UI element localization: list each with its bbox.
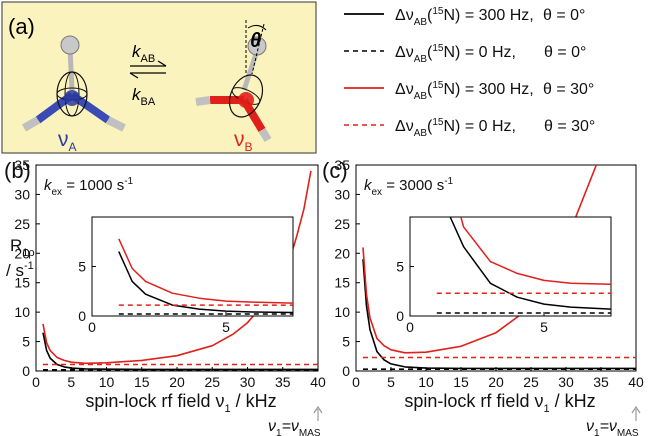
inset-x-tick-label: 0 [406, 319, 414, 335]
panel-label: (b) [4, 158, 31, 183]
x-tick-label: 35 [275, 374, 291, 390]
series-line-1 [362, 259, 636, 370]
kex-annotation: kex = 1000 s-1 [44, 176, 134, 198]
y-tick-label: 35 [334, 157, 350, 173]
y-axis-unit: / s-1 [6, 260, 34, 280]
x-tick-label: 30 [558, 374, 574, 390]
x-tick-label: 20 [169, 374, 185, 390]
panel-b: (b) 0 5 10 15 20 25 30 35 40 0 5 10 15 20 25 30 35 kex = 1… [4, 157, 326, 436]
y-axis-label: R1ρ [10, 236, 35, 259]
legend: ΔνAB(15N) = 300 Hz, θ = 0°ΔνAB(15N) = 0 H… [344, 6, 595, 139]
inset-plot: 0 5 0 5 [396, 216, 612, 335]
series-line-3 [460, 217, 611, 286]
inset-y-tick-label: 5 [78, 259, 86, 275]
legend-theta: θ = 0° [543, 7, 585, 24]
series-line-1 [118, 251, 293, 314]
x-tick-label: 10 [99, 374, 115, 390]
inset-y-tick-label: 0 [78, 308, 86, 324]
mas-marker: ν1=νMAS [268, 405, 323, 436]
series-line-1 [449, 217, 611, 310]
molecule-a: νA [22, 35, 126, 154]
legend-entry-1: ΔνAB(15N) = 300 Hz, θ = 0° [344, 6, 585, 28]
x-tick-label: 5 [387, 374, 395, 390]
mas-arrow-head [313, 405, 323, 414]
inset-x-tick-label: 5 [222, 319, 230, 335]
legend-entry-2: ΔνAB(15N) = 0 Hz, θ = 0° [344, 43, 586, 65]
state-b-label: νB [234, 128, 253, 154]
panel-label: (c) [322, 158, 348, 183]
inset-y-tick-label: 5 [396, 259, 404, 275]
series-line-3 [118, 238, 293, 304]
mas-label: ν1=νMAS [268, 418, 321, 436]
y-tick-label: 0 [22, 363, 30, 379]
y-tick-label: 15 [334, 275, 350, 291]
mas-arrow-head [631, 405, 641, 414]
inset-y-tick-label: 0 [396, 308, 404, 324]
legend-label: ΔνAB(15N) = 0 Hz, [395, 117, 516, 139]
k-ba-label: kBA [132, 85, 156, 108]
state-a-label: νA [58, 128, 77, 154]
x-tick-label: 40 [310, 374, 326, 390]
x-tick-label: 5 [67, 374, 75, 390]
x-tick-label: 20 [488, 374, 504, 390]
y-tick-label: 5 [22, 334, 30, 350]
inset-x-tick-label: 5 [540, 319, 548, 335]
x-tick-label: 15 [453, 374, 469, 390]
y-tick-label: 10 [14, 304, 30, 320]
theta-label: θ [250, 30, 261, 52]
inset-x-tick-label: 0 [88, 319, 96, 335]
y-tick-label: 20 [14, 245, 30, 261]
legend-label: ΔνAB(15N) = 300 Hz, [395, 80, 534, 102]
x-tick-label: 35 [593, 374, 609, 390]
y-tick-label: 25 [14, 216, 30, 232]
mas-marker: ν1=νMAS [586, 405, 641, 436]
legend-entry-4: ΔνAB(15N) = 0 Hz, θ = 30° [344, 117, 595, 139]
y-tick-label: 15 [14, 275, 30, 291]
y-tick-label: 30 [14, 186, 30, 202]
x-tick-label: 25 [523, 374, 539, 390]
legend-theta: θ = 30° [543, 81, 594, 98]
exchange-arrows: kAB kBA [129, 42, 167, 108]
plot-panels: (b) 0 5 10 15 20 25 30 35 40 0 5 10 15 20 25 30 35 kex = 1… [4, 157, 644, 436]
panel-a-background [1, 1, 317, 154]
legend-theta: θ = 0° [544, 44, 586, 61]
y-tick-label: 30 [334, 186, 350, 202]
inset-plot: 0 5 0 5 [78, 216, 294, 335]
x-tick-label: 25 [204, 374, 220, 390]
x-tick-label: 0 [32, 374, 40, 390]
inset-frame [91, 216, 294, 317]
k-ab-label: kAB [132, 42, 155, 65]
y-tick-label: 20 [334, 245, 350, 261]
x-tick-label: 15 [134, 374, 150, 390]
inset-frame [409, 216, 612, 317]
legend-label: ΔνAB(15N) = 0 Hz, [395, 43, 516, 65]
legend-label: ΔνAB(15N) = 300 Hz, [395, 6, 534, 28]
y-tick-label: 10 [334, 304, 350, 320]
x-tick-label: 10 [418, 374, 434, 390]
x-tick-label: 0 [352, 374, 360, 390]
y-tick-label: 35 [14, 157, 30, 173]
legend-theta: θ = 30° [544, 118, 595, 135]
y-tick-label: 25 [334, 216, 350, 232]
x-tick-label: 40 [628, 374, 644, 390]
panel-a: (a) νA kAB kBA [1, 1, 317, 154]
x-axis-label: spin-lock rf field ν1 / kHz [85, 391, 276, 415]
panel-a-label: (a) [8, 14, 35, 39]
molecule-b: θ νB [195, 20, 272, 154]
y-tick-label: 5 [342, 334, 350, 350]
legend-entry-3: ΔνAB(15N) = 300 Hz, θ = 30° [344, 80, 594, 102]
y-tick-label: 0 [342, 363, 350, 379]
mas-label: ν1=νMAS [586, 418, 639, 436]
x-axis-label: spin-lock rf field ν1 / kHz [404, 391, 595, 415]
hydrogen-atom-a [60, 35, 80, 55]
x-tick-label: 30 [240, 374, 256, 390]
panel-c: (c) 0 5 10 15 20 25 30 35 40 0 5 10 15 20 25 30 35 kex = 3… [322, 157, 644, 436]
kex-annotation: kex = 3000 s-1 [364, 176, 454, 198]
